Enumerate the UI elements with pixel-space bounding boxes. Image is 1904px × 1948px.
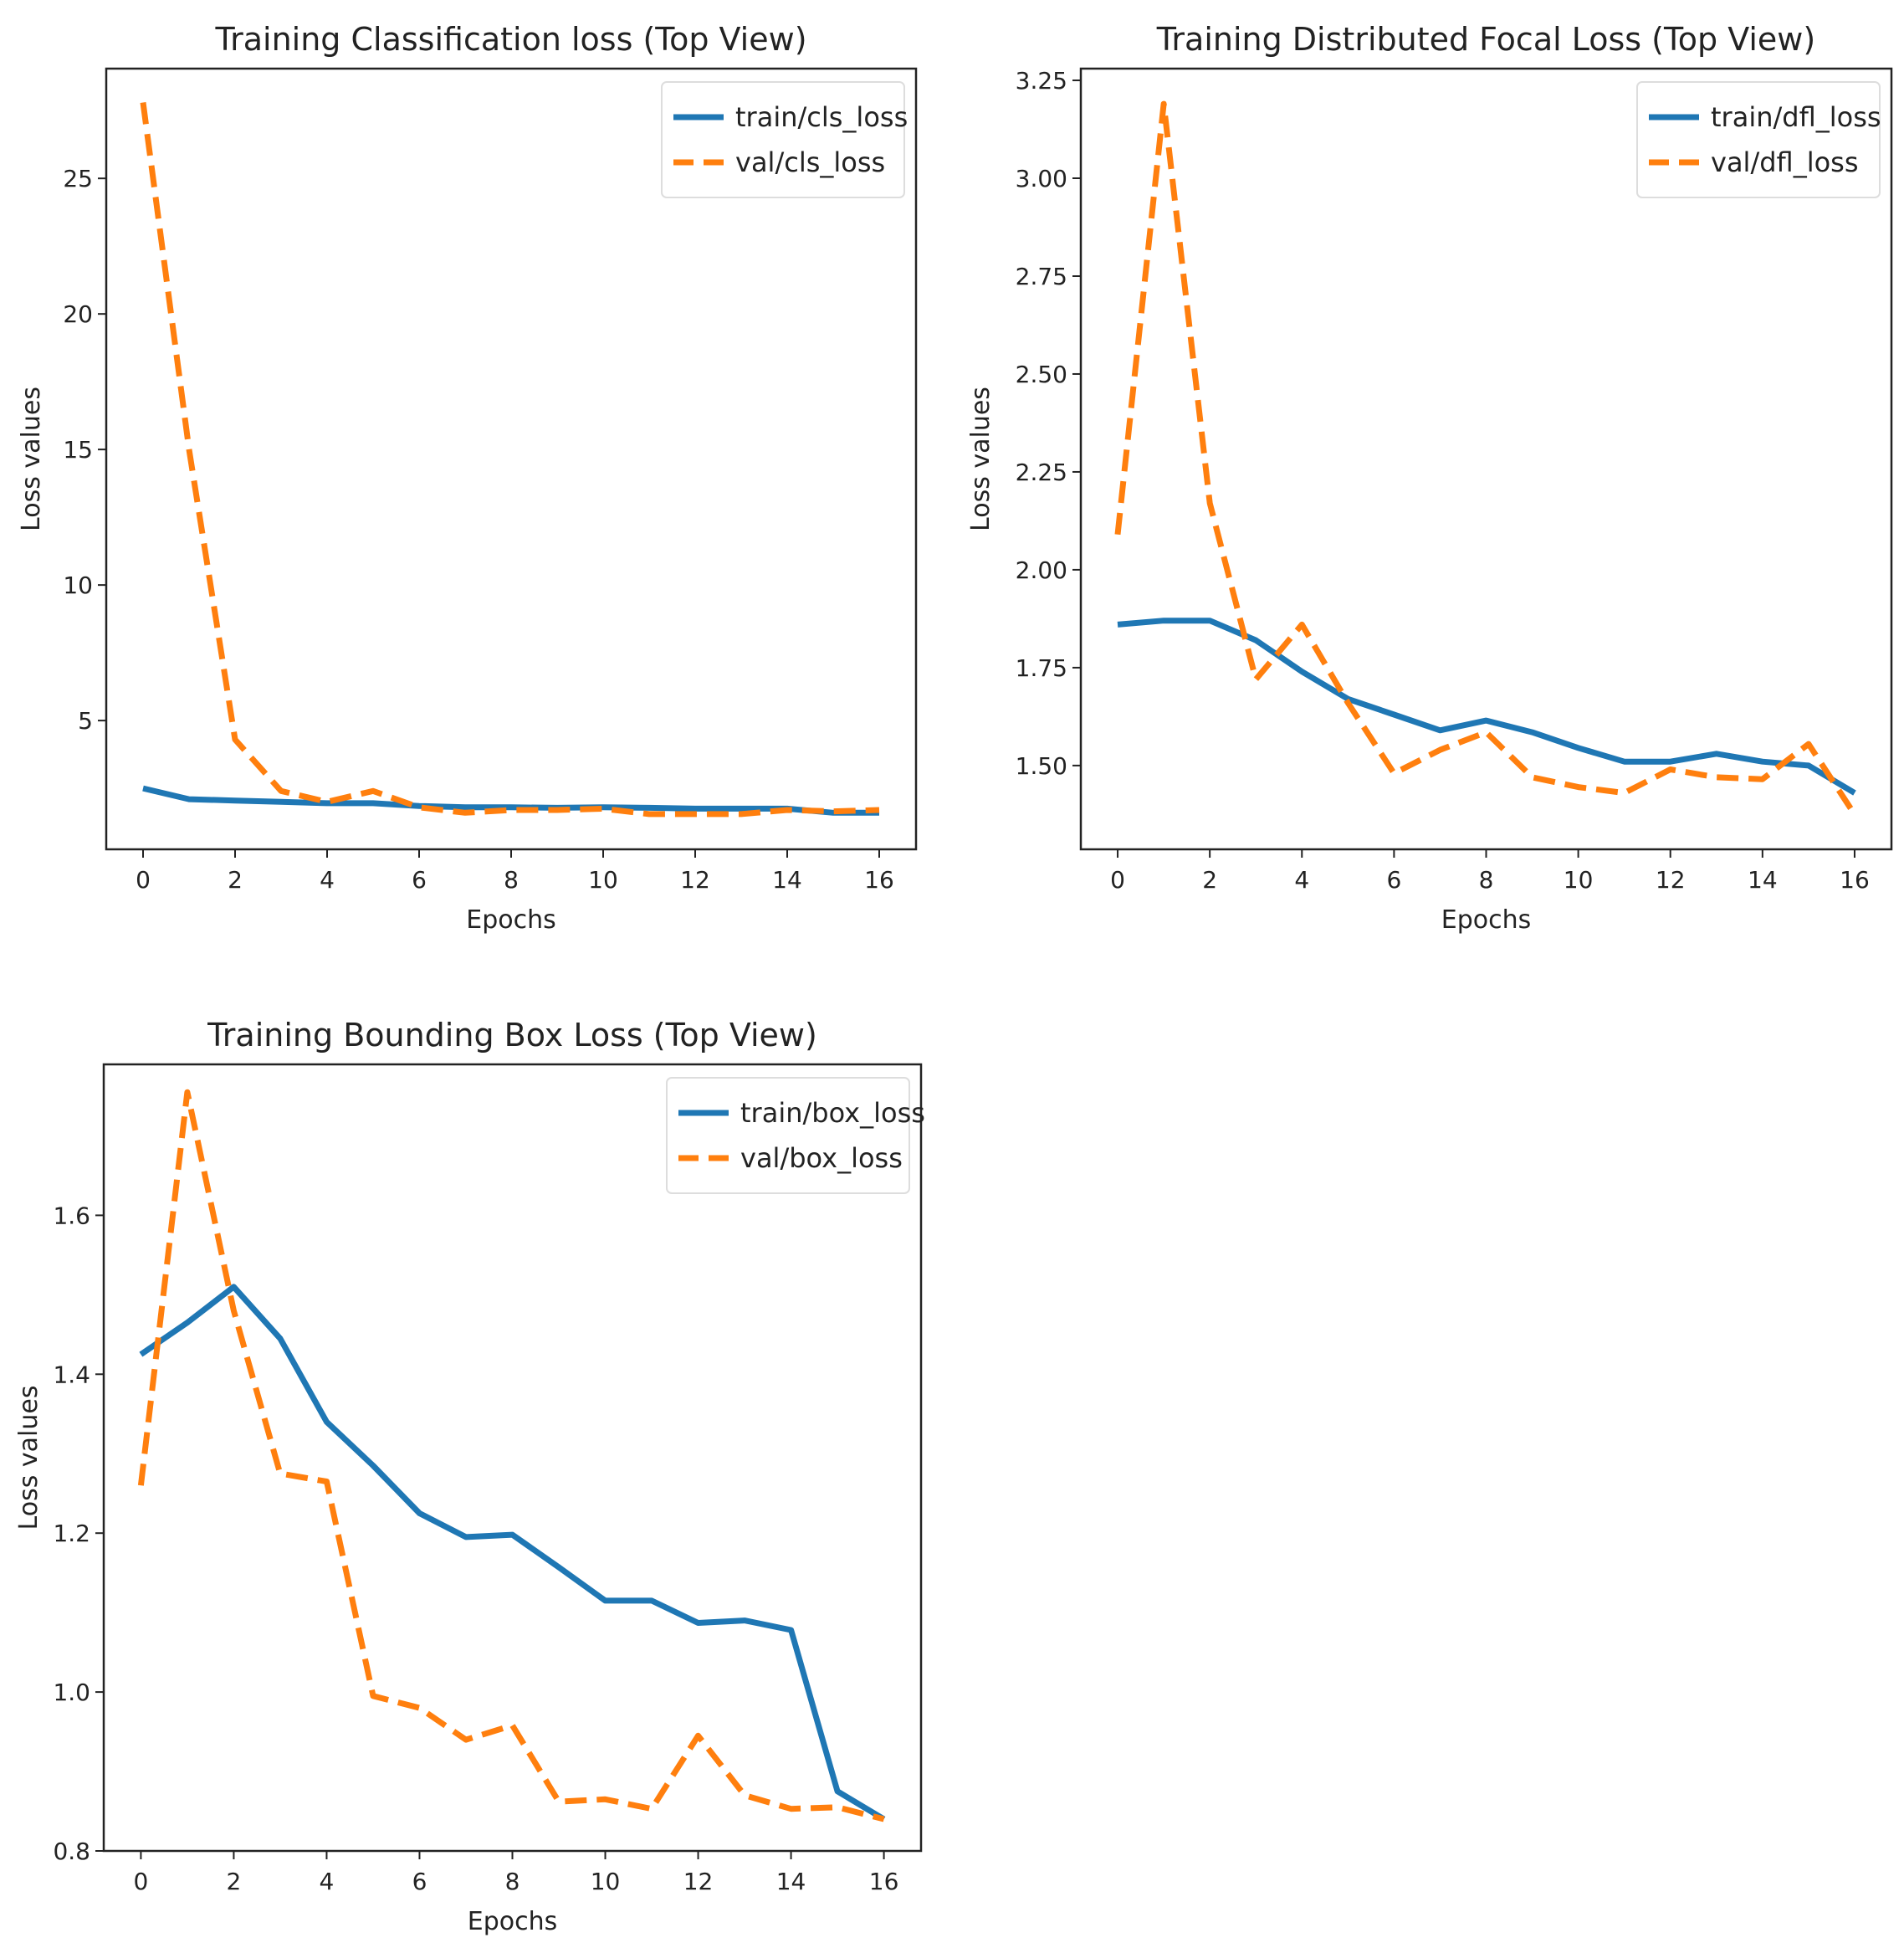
chart-title: Training Bounding Box Loss (Top View) <box>207 1017 817 1053</box>
x-axis-label: Epochs <box>468 1907 558 1936</box>
x-tick-label: 16 <box>869 1868 899 1895</box>
x-tick-label: 2 <box>228 866 243 894</box>
y-axis-label: Loss values <box>966 387 996 531</box>
x-tick-label: 16 <box>864 866 894 894</box>
legend: train/box_loss val/box_loss <box>666 1077 925 1194</box>
y-tick-label: 1.75 <box>1016 654 1067 682</box>
x-tick-label: 8 <box>504 866 519 894</box>
y-tick-label: 1.50 <box>1016 752 1067 780</box>
x-tick-label: 0 <box>133 1868 148 1895</box>
series-line-train-cls-loss <box>142 785 879 816</box>
legend: train/dfl_loss val/dfl_loss <box>1636 81 1881 198</box>
x-tick-label: 4 <box>1294 866 1309 894</box>
legend-label: val/dfl_loss <box>1711 146 1859 178</box>
y-tick-label: 25 <box>63 165 93 192</box>
series-line-val-box-loss <box>137 1089 885 1822</box>
chart-title: Training Distributed Focal Loss (Top Vie… <box>1156 21 1815 58</box>
x-tick-label: 14 <box>1748 866 1778 894</box>
x-tick-label: 0 <box>1110 866 1125 894</box>
legend-label: val/box_loss <box>740 1142 903 1174</box>
x-tick-label: 12 <box>683 1868 714 1895</box>
legend-box <box>661 81 905 198</box>
y-tick-label: 2.50 <box>1016 361 1067 388</box>
y-tick-label: 2.25 <box>1016 459 1067 486</box>
y-tick-label: 1.2 <box>53 1520 90 1547</box>
legend-box <box>1636 81 1881 198</box>
legend-label: train/cls_loss <box>735 101 908 133</box>
legend-label: train/dfl_loss <box>1711 101 1881 133</box>
y-tick-label: 15 <box>63 436 93 464</box>
series-line-train-dfl-loss <box>1117 618 1856 796</box>
x-axis-label: Epochs <box>466 905 556 935</box>
x-tick-label: 10 <box>1564 866 1594 894</box>
chart-0: Training Classification loss (Top View) 0… <box>17 21 918 935</box>
y-tick-label: 1.4 <box>53 1361 90 1388</box>
x-tick-label: 6 <box>412 1868 427 1895</box>
y-tick-label: 2.75 <box>1016 263 1067 290</box>
x-axis-label: Epochs <box>1441 905 1532 935</box>
legend-label: val/cls_loss <box>735 146 885 178</box>
y-tick-label: 10 <box>63 572 93 599</box>
x-tick-label: 10 <box>591 1868 621 1895</box>
chart-2: Training Bounding Box Loss (Top View) 0 2 4… <box>14 1017 925 1936</box>
chart-1: Training Distributed Focal Loss (Top Vie… <box>966 21 1893 935</box>
x-tick-label: 12 <box>680 866 710 894</box>
legend-box <box>666 1077 910 1194</box>
x-tick-label: 6 <box>412 866 427 894</box>
y-tick-label: 1.0 <box>53 1679 90 1706</box>
y-axis-label: Loss values <box>14 1386 44 1530</box>
y-tick-label: 0.8 <box>53 1838 90 1865</box>
y-tick-label: 3.25 <box>1016 67 1067 95</box>
y-tick-label: 2.00 <box>1016 556 1067 584</box>
x-tick-label: 4 <box>320 866 335 894</box>
series-line-val-cls-loss <box>140 102 880 818</box>
x-tick-label: 14 <box>772 866 802 894</box>
y-tick-label: 1.6 <box>53 1202 90 1229</box>
x-tick-label: 2 <box>227 1868 242 1895</box>
y-axis-label: Loss values <box>17 387 46 531</box>
y-tick-label: 3.00 <box>1016 165 1067 192</box>
x-tick-label: 6 <box>1386 866 1401 894</box>
x-tick-label: 4 <box>320 1868 335 1895</box>
chart-title: Training Classification loss (Top View) <box>214 21 806 58</box>
y-tick-label: 5 <box>78 707 93 735</box>
x-tick-label: 12 <box>1656 866 1686 894</box>
x-tick-label: 16 <box>1840 866 1870 894</box>
x-tick-label: 0 <box>136 866 151 894</box>
legend-label: train/box_loss <box>740 1097 925 1129</box>
x-tick-label: 8 <box>1479 866 1494 894</box>
y-tick-label: 20 <box>63 300 93 328</box>
legend: train/cls_loss val/cls_loss <box>661 81 908 198</box>
x-tick-label: 8 <box>505 1868 520 1895</box>
x-tick-label: 2 <box>1202 866 1217 894</box>
series-line-val-dfl-loss <box>1114 100 1857 817</box>
x-tick-label: 14 <box>776 1868 806 1895</box>
x-tick-label: 10 <box>588 866 618 894</box>
series-line-train-box-loss <box>139 1284 886 1822</box>
